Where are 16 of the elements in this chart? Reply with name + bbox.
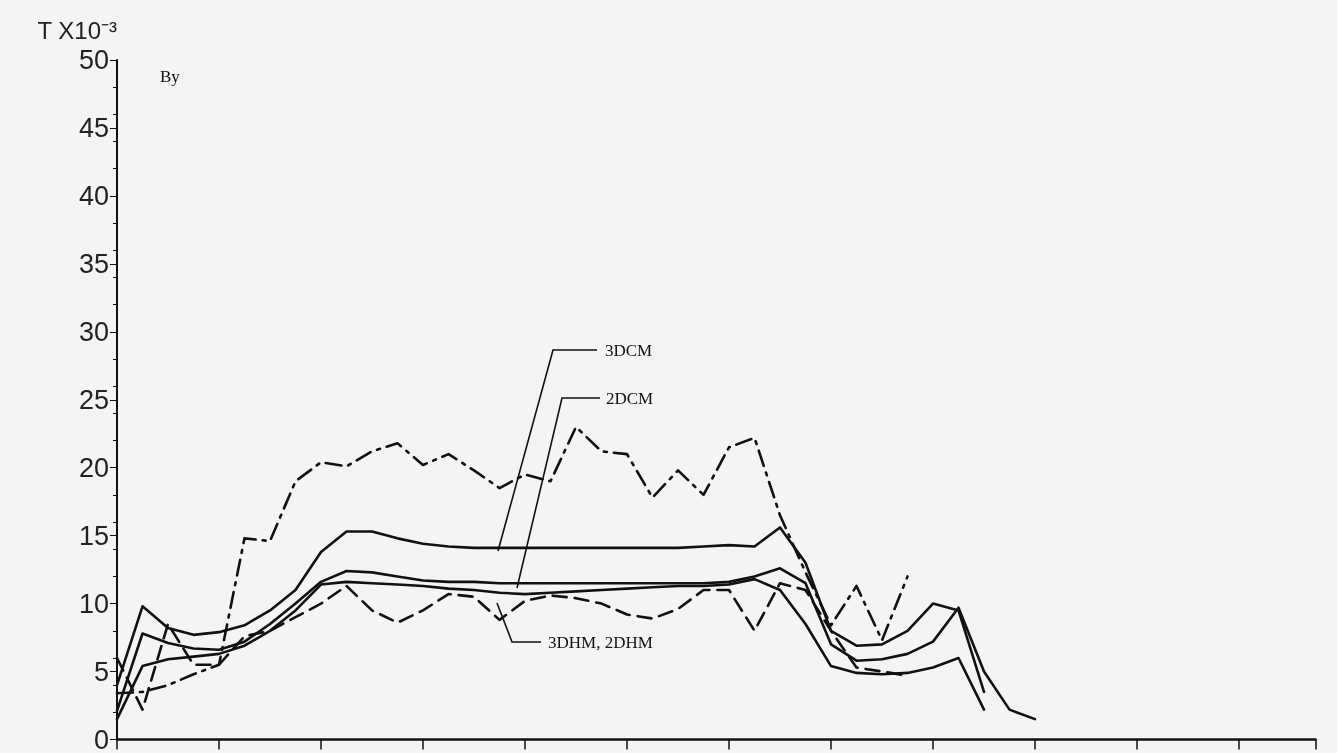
y-tick-label: 15 (78, 520, 109, 551)
y-axis-title: T X10⁻³ (37, 16, 117, 44)
y-tick-label: 40 (78, 180, 109, 211)
text: 2DCM (606, 389, 654, 408)
text: 3DHM, 2DHM (548, 633, 653, 652)
y-tick-label: 25 (78, 384, 109, 415)
y-tick-label: 20 (78, 452, 109, 483)
y-tick-label: 5 (93, 656, 109, 687)
text: 3DCM (605, 341, 653, 360)
y-tick-label: 45 (78, 112, 109, 143)
annotation: By (160, 67, 181, 86)
y-tick-label: 50 (78, 45, 109, 75)
y-tick-label: 30 (78, 316, 109, 347)
y-tick-label: 35 (78, 248, 109, 279)
y-tick-label: 0 (93, 724, 109, 753)
y-tick-label: 10 (78, 588, 109, 619)
